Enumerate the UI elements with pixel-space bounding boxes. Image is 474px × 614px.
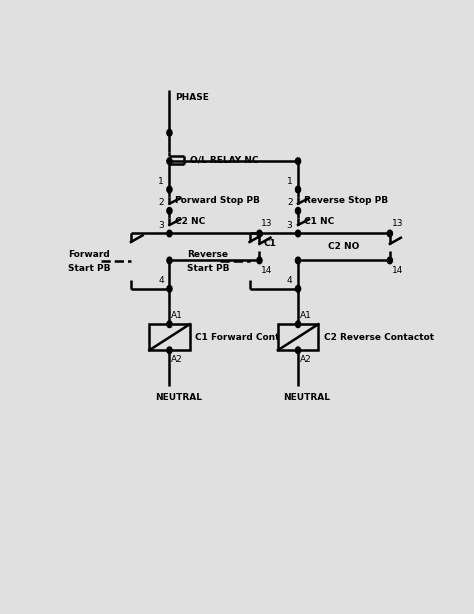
Circle shape — [387, 257, 392, 264]
Circle shape — [295, 257, 301, 264]
Text: C1: C1 — [263, 239, 276, 248]
Text: 4: 4 — [287, 276, 292, 285]
Circle shape — [167, 230, 172, 237]
Circle shape — [167, 286, 172, 292]
Circle shape — [295, 321, 301, 327]
Text: 13: 13 — [392, 219, 403, 228]
Text: PHASE: PHASE — [175, 93, 209, 101]
Circle shape — [167, 130, 172, 136]
Text: 2: 2 — [287, 198, 292, 207]
Text: C1 Forward Contactor: C1 Forward Contactor — [195, 333, 306, 342]
Circle shape — [295, 158, 301, 165]
Circle shape — [295, 208, 301, 214]
Text: 3: 3 — [158, 220, 164, 230]
Circle shape — [295, 286, 301, 292]
Text: C2 Reverse Contactot: C2 Reverse Contactot — [324, 333, 434, 342]
Text: 14: 14 — [261, 266, 273, 275]
Text: Forward Stop PB: Forward Stop PB — [175, 196, 260, 204]
Text: A1: A1 — [171, 311, 183, 319]
Text: C2 NO: C2 NO — [328, 243, 360, 252]
Text: Start PB: Start PB — [187, 264, 229, 273]
Circle shape — [167, 186, 172, 193]
Text: 14: 14 — [392, 266, 403, 275]
Text: A2: A2 — [300, 355, 311, 364]
Text: 3: 3 — [287, 220, 292, 230]
Text: 1: 1 — [158, 177, 164, 185]
Circle shape — [257, 257, 262, 264]
Text: Start PB: Start PB — [68, 264, 111, 273]
Circle shape — [167, 257, 172, 264]
Circle shape — [387, 230, 392, 237]
Text: C1 NC: C1 NC — [303, 217, 334, 226]
Circle shape — [167, 208, 172, 214]
Text: NEUTRAL: NEUTRAL — [283, 393, 330, 402]
Text: A2: A2 — [171, 355, 183, 364]
Bar — [278, 324, 318, 350]
Text: 13: 13 — [261, 219, 273, 228]
Text: NEUTRAL: NEUTRAL — [155, 393, 202, 402]
Text: 1: 1 — [287, 177, 292, 185]
Circle shape — [167, 158, 172, 165]
Text: Forward: Forward — [68, 249, 110, 258]
Circle shape — [295, 186, 301, 193]
Text: 4: 4 — [158, 276, 164, 285]
Text: O/L RELAY NC: O/L RELAY NC — [190, 155, 258, 164]
Text: C2 NC: C2 NC — [175, 217, 205, 226]
Text: Reverse: Reverse — [187, 249, 228, 258]
Circle shape — [295, 230, 301, 237]
Text: 2: 2 — [158, 198, 164, 207]
Circle shape — [257, 230, 262, 237]
Text: Reverse Stop PB: Reverse Stop PB — [303, 196, 388, 204]
Bar — [149, 324, 190, 350]
Circle shape — [167, 321, 172, 327]
Circle shape — [295, 347, 301, 354]
Circle shape — [167, 347, 172, 354]
Text: A1: A1 — [300, 311, 312, 319]
